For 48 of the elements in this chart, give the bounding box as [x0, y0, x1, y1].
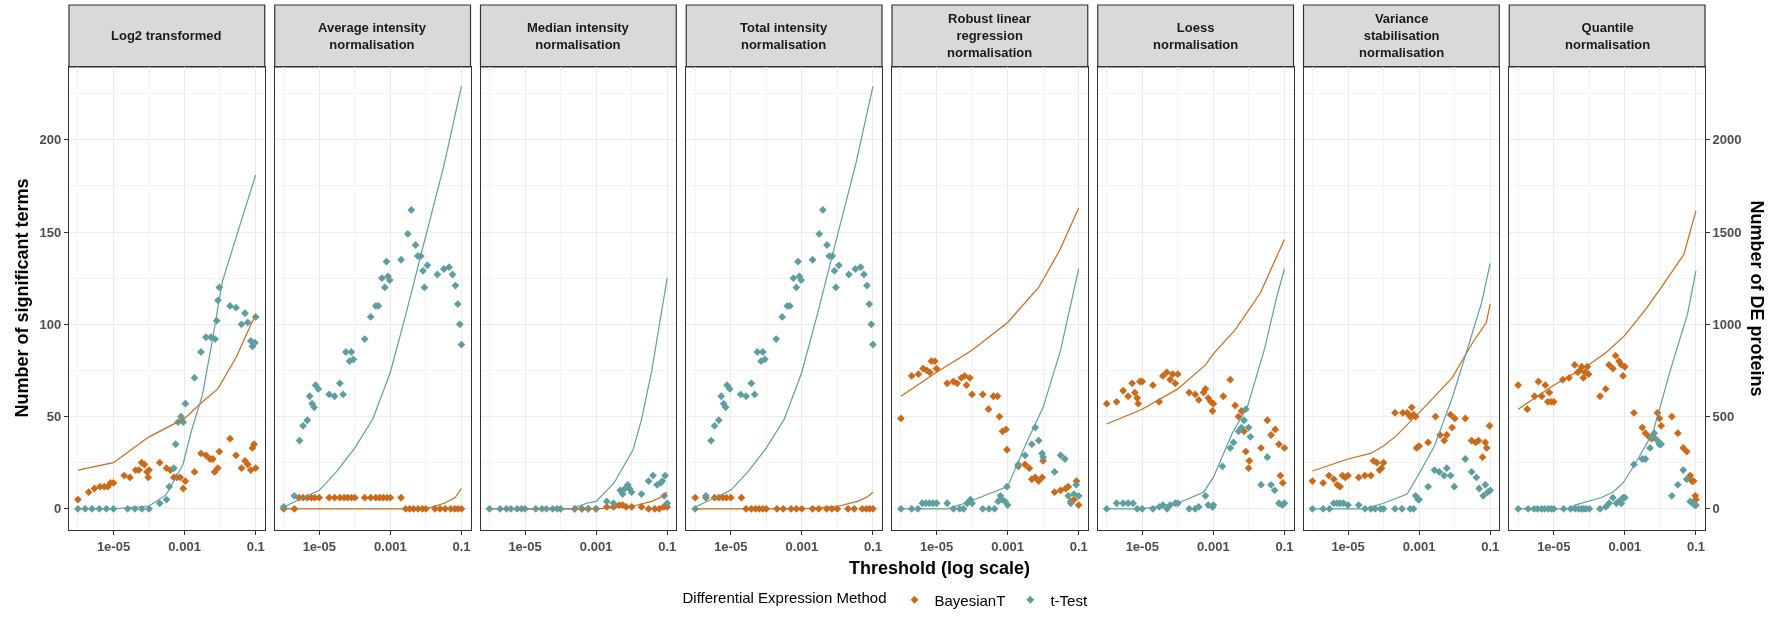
legend-label: BayesianT	[934, 591, 1006, 609]
x-tick-label: 0.001	[1608, 538, 1642, 554]
x-tick-label: 0.001	[785, 538, 819, 554]
chart-title: Robust linear regression normalisation	[947, 11, 1033, 60]
y2-tick-label: 2000	[1712, 132, 1742, 148]
y-tick-label: 0	[54, 501, 62, 517]
y-tick-label: 50	[46, 409, 62, 425]
x-tick-label: 1e-05	[919, 538, 954, 554]
y-axis-title: Number of significant terms	[11, 178, 32, 418]
y-tick-label: 200	[39, 132, 62, 148]
chart-title: Log2 transformed	[111, 28, 222, 43]
chart-title: Variance stabilisation normalisation	[1359, 11, 1445, 60]
x-tick-label: 1e-05	[508, 538, 542, 554]
y2-tick-label: 1500	[1712, 224, 1742, 240]
x-tick-label: 0.001	[168, 538, 201, 554]
x-tick-label: 1e-05	[1125, 538, 1159, 554]
x-tick-label: 0.001	[374, 538, 407, 554]
x-tick-label: 0.001	[1402, 538, 1436, 554]
x-tick-label: 0.1	[246, 538, 265, 554]
x-tick-label: 0.001	[1197, 538, 1230, 554]
y-tick-label: 100	[39, 316, 62, 332]
y2-tick-label: 0	[1712, 501, 1720, 517]
y2-tick-label: 1000	[1712, 316, 1742, 332]
chart-title: Median intensity normalisation	[527, 20, 630, 52]
x-tick-label: 1e-05	[1537, 538, 1571, 554]
x-tick-label: 1e-05	[96, 538, 131, 554]
x-tick-label: 1e-05	[302, 538, 336, 554]
x-axis-title: Threshold (log scale)	[849, 558, 1031, 578]
x-tick-label: 0.001	[579, 538, 613, 554]
legend-label: t-Test	[1050, 591, 1088, 609]
chart-title: Average intensity normalisation	[318, 20, 427, 52]
x-tick-label: 1e-05	[1331, 538, 1365, 554]
x-tick-label: 0.1	[1069, 538, 1088, 554]
x-tick-label: 0.1	[1275, 538, 1294, 554]
x-tick-label: 0.001	[991, 538, 1024, 554]
x-tick-label: 1e-05	[714, 538, 748, 554]
x-tick-label: 0.1	[658, 538, 677, 554]
x-tick-label: 0.1	[452, 538, 471, 554]
y2-tick-label: 500	[1712, 409, 1735, 425]
chart-title: Quantile normalisation	[1565, 20, 1651, 52]
y2-axis-title: Number of DE proteins	[1746, 200, 1767, 397]
x-tick-label: 0.1	[1481, 538, 1500, 554]
legend-title: Differential Expression Method	[682, 589, 887, 606]
x-tick-label: 0.1	[1686, 538, 1705, 554]
y-tick-label: 150	[39, 224, 62, 240]
chart-title: Total intensity normalisation	[740, 20, 828, 52]
chart-title: Loess normalisation	[1153, 20, 1239, 52]
x-tick-label: 0.1	[863, 538, 882, 554]
